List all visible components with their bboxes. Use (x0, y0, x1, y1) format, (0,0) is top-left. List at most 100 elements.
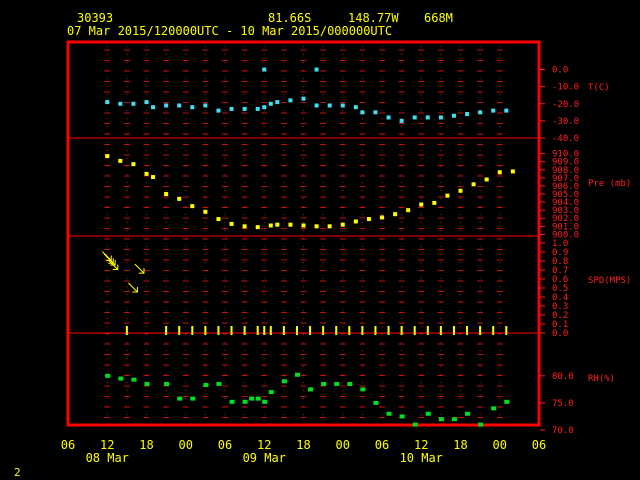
x-tick-label: 18 (296, 438, 310, 452)
temperature-point (255, 106, 260, 111)
temperature-point (118, 101, 123, 106)
wind-arrow (105, 255, 116, 266)
temperature-point (262, 67, 267, 72)
y-tick-label: 0.6 (552, 275, 568, 285)
pressure-point (118, 158, 123, 163)
y-tick-label: 1.0 (552, 239, 568, 249)
humidity-point (386, 411, 392, 416)
y-tick-label: 0.3 (552, 302, 568, 312)
humidity-point (504, 399, 510, 404)
panel-label-pressure: Pre (mb) (588, 179, 631, 189)
pressure-point (164, 192, 169, 197)
temperature-point (262, 105, 267, 110)
humidity-point (399, 414, 405, 419)
y-tick-label: 908.0 (552, 166, 579, 176)
longitude: 148.77W (348, 11, 399, 25)
x-tick-label: 12 (257, 438, 271, 452)
pressure-point (177, 196, 182, 201)
wind-speed-stick (178, 326, 181, 335)
pressure-point (445, 193, 450, 198)
humidity-point (105, 373, 111, 378)
temperature-point (301, 96, 306, 101)
page-number: 2 (14, 466, 21, 479)
temperature-point (386, 115, 391, 120)
temperature-point (216, 108, 221, 113)
wind-arrow (108, 260, 119, 270)
y-tick-label: 910.0 (552, 150, 579, 160)
panel-separators (68, 137, 539, 334)
wind-speed-stick (452, 326, 455, 335)
temperature-point (190, 105, 195, 110)
humidity-point (268, 390, 274, 395)
wind-speed-stick (125, 326, 128, 335)
y-tick-label: 80.0 (552, 372, 574, 382)
wind-speed-stick (361, 326, 364, 335)
wind-speed-stick (479, 326, 482, 335)
wind-arrow-shaft (108, 260, 119, 270)
temperature-point (151, 105, 156, 110)
pressure-point (380, 215, 384, 220)
temperature-point (465, 112, 470, 117)
temperature-point (327, 103, 332, 108)
temperature-point (412, 115, 417, 120)
wind-speed-stick (217, 326, 220, 335)
y-tick-label: 75.0 (552, 399, 574, 409)
pressure-point (216, 217, 221, 222)
pressure-point (275, 222, 280, 227)
y-tick-label: 901.0 (552, 222, 579, 232)
humidity-point (249, 396, 255, 401)
temperature-point (164, 103, 169, 108)
wind-arrow-shaft (105, 255, 116, 266)
wind-speed-stick (335, 326, 338, 335)
humidity-point (465, 411, 471, 416)
temperature-point (504, 108, 509, 113)
humidity-point (412, 422, 418, 427)
plot-frame (66, 40, 541, 427)
y-tick-label: 900.0 (552, 230, 579, 240)
y-tick-label: 0.9 (552, 248, 568, 258)
humidity-point (308, 387, 314, 392)
humidity-point (118, 376, 124, 381)
temperature-point (275, 100, 280, 105)
humidity-point (255, 396, 261, 401)
humidity-point (216, 381, 222, 386)
y-tick-label: 70.0 (552, 426, 574, 436)
wind-arrow-head (112, 264, 119, 270)
wind-arrow-shaft (134, 263, 145, 274)
temperature-point (353, 105, 358, 110)
humidity-point (438, 417, 444, 422)
humidity-point (242, 399, 248, 404)
x-tick-label: 06 (375, 438, 389, 452)
wind-speed-stick (348, 326, 351, 335)
humidity-point (478, 422, 484, 427)
x-tick-label: 06 (532, 438, 546, 452)
humidity-point (373, 400, 379, 405)
station-id: 30393 (77, 11, 113, 25)
pressure-point (432, 200, 437, 205)
pressure-point (242, 224, 247, 229)
humidity-point (281, 379, 287, 384)
data-layer (101, 67, 515, 427)
pressure-point (327, 224, 332, 229)
wind-speed-stick (413, 326, 416, 335)
humidity-point (229, 399, 235, 404)
temperature-point (177, 103, 182, 108)
temperature-point (131, 101, 136, 106)
wind-speed-stick (269, 326, 272, 335)
wind-speed-stick (256, 326, 259, 335)
y-tick-label: 903.0 (552, 206, 579, 216)
temperature-point (491, 108, 496, 113)
humidity-point (203, 383, 209, 388)
wind-arrow-head (138, 268, 145, 274)
pressure-point (255, 225, 260, 230)
humidity-point (190, 396, 196, 401)
wind-speed-stick (191, 326, 194, 335)
latitude: 81.66S (268, 11, 311, 25)
humidity-point (360, 387, 366, 392)
temperature-point (314, 103, 319, 108)
y-tick-label: 0.7 (552, 266, 568, 276)
x-tick-label: 12 (100, 438, 114, 452)
x-tick-label: 12 (414, 438, 428, 452)
wind-speed-stick (492, 326, 495, 335)
